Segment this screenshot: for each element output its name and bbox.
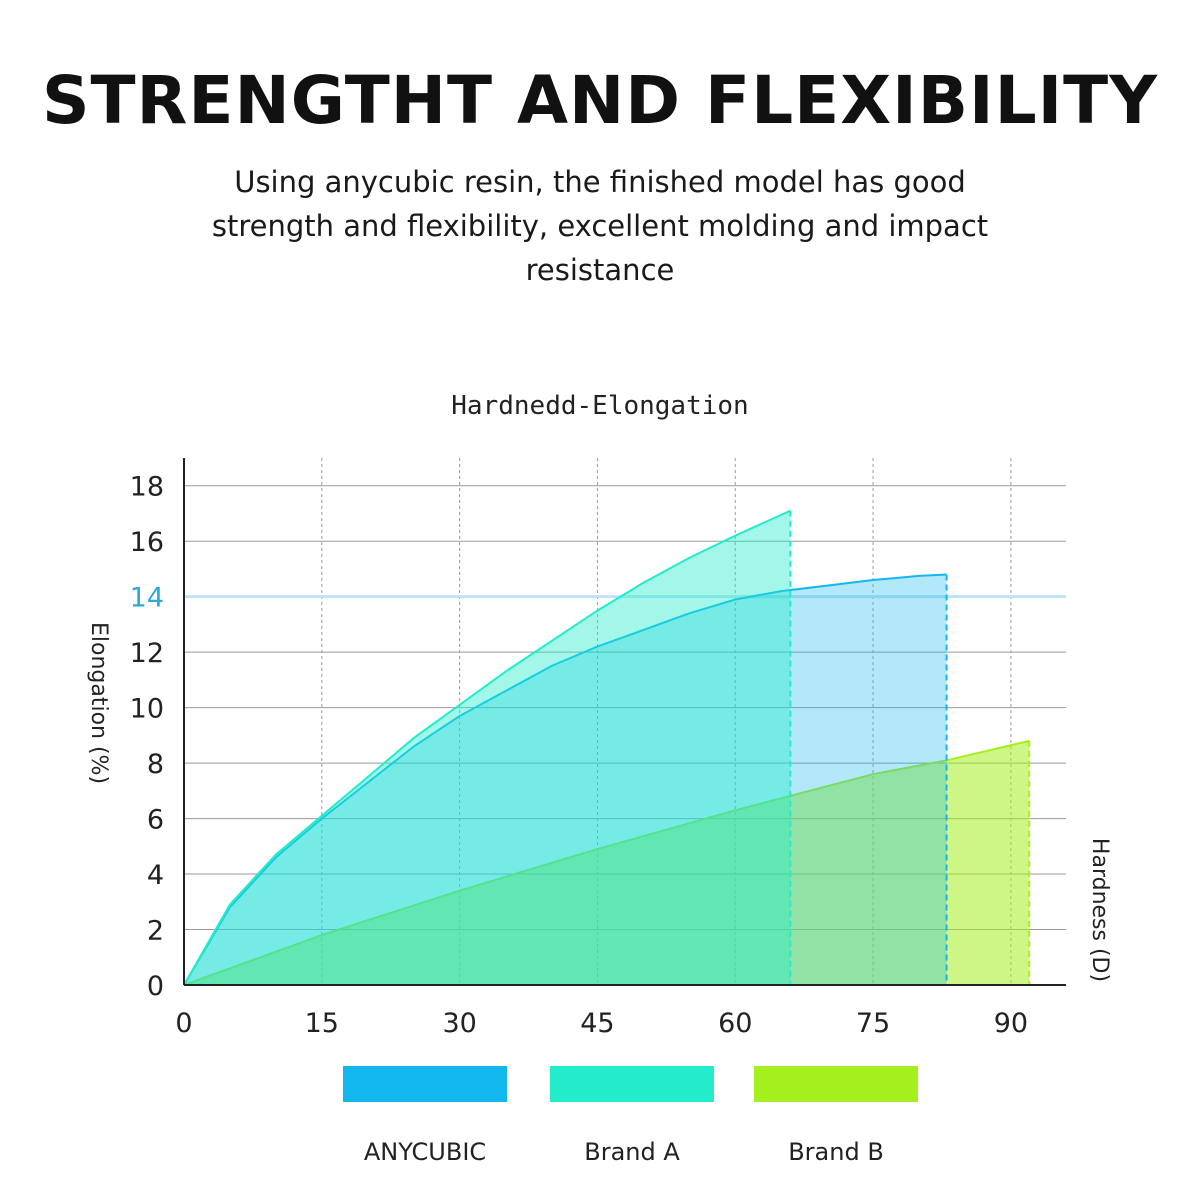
y-tick-label: 6 (147, 805, 164, 836)
x-tick-label: 75 (856, 1008, 890, 1039)
line-anycubic (183, 573, 947, 986)
x-tick-label: 45 (580, 1008, 614, 1039)
x-tick-label: 30 (442, 1008, 476, 1039)
x-tick-label: 90 (994, 1008, 1028, 1039)
page-subtitle: Using anycubic resin, the finished model… (211, 165, 989, 287)
line-brand-b (183, 739, 1030, 986)
legend-item-brand-b: Brand B (754, 1066, 918, 1166)
x-tick-label: 60 (718, 1008, 752, 1039)
legend-swatch-brand-b (754, 1066, 918, 1102)
x-axis-label: Hardness (D) (1087, 838, 1112, 982)
area-brand-b (184, 740, 1030, 985)
legend-label-brand-b: Brand B (788, 1138, 884, 1166)
legend-item-brand-a: Brand A (550, 1066, 714, 1166)
x-tick-label: 15 (305, 1008, 339, 1039)
y-tick-label: 16 (130, 527, 164, 558)
x-tick-label: 0 (175, 1008, 192, 1039)
axis-layer (183, 458, 1066, 986)
legend-label-brand-a: Brand A (584, 1138, 680, 1166)
line-brand-a (183, 509, 791, 986)
y-tick-label: 10 (130, 694, 164, 725)
page-headline: STRENGTHT AND FLEXIBILITY (42, 62, 1158, 139)
chart-title: Hardnedd-Elongation (451, 391, 748, 421)
area-brand-a (184, 510, 791, 985)
y-axis-label: Elongation (%) (86, 622, 111, 784)
y-tick-label: 8 (147, 749, 164, 780)
y-tick-label: 0 (147, 971, 164, 1002)
legend-label-anycubic: ANYCUBIC (363, 1138, 487, 1166)
area-layer (183, 509, 1031, 986)
legend-swatch-brand-a (550, 1066, 714, 1102)
tick-layer: 0 2 4 6 8 10 12 14 16 18 0 15 30 45 60 75 90 (130, 472, 1028, 1039)
y-tick-label: 14 (130, 583, 164, 614)
legend-item-anycubic: ANYCUBIC (343, 1066, 507, 1166)
legend-swatch-anycubic (343, 1066, 507, 1102)
y-tick-label: 12 (130, 638, 164, 669)
area-anycubic (184, 574, 947, 985)
y-tick-label: 4 (147, 860, 164, 891)
y-tick-label: 2 (147, 916, 164, 947)
y-tick-label: 18 (130, 472, 164, 503)
